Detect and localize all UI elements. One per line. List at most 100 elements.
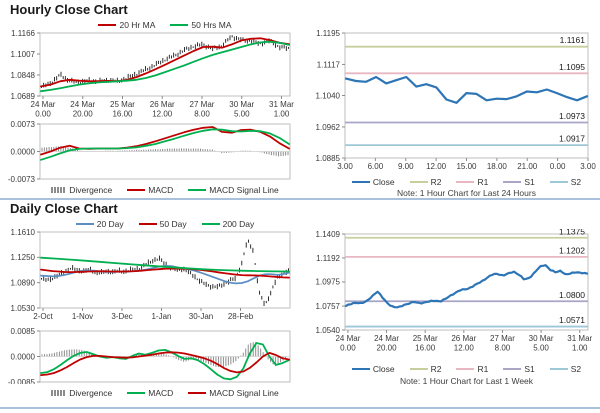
legend-item-50-hrs-ma: 50 Hrs MA	[170, 20, 232, 30]
svg-text:1.0962: 1.0962	[316, 123, 341, 132]
svg-text:3-Dec: 3-Dec	[111, 312, 132, 321]
svg-text:0.00: 0.00	[550, 162, 566, 171]
daily-section: Daily Close Chart 20 Day 50 Day 200 Day 1.…	[0, 199, 300, 408]
svg-text:0.0000: 0.0000	[11, 147, 36, 156]
svg-text:1.1192: 1.1192	[316, 254, 340, 263]
svg-text:1.0885: 1.0885	[316, 154, 341, 163]
svg-text:30 Mar: 30 Mar	[229, 100, 254, 109]
line-swatch-icon	[188, 188, 207, 192]
svg-text:1.1250: 1.1250	[11, 253, 36, 262]
svg-text:1.1166: 1.1166	[11, 30, 35, 38]
svg-text:8.00: 8.00	[495, 344, 511, 353]
svg-text:27 Mar: 27 Mar	[190, 100, 215, 109]
line-swatch-icon	[127, 188, 146, 192]
svg-text:5.00: 5.00	[234, 110, 250, 119]
svg-text:6.00: 6.00	[368, 162, 384, 171]
svg-text:-0.0085: -0.0085	[8, 378, 36, 384]
daily-price-chart: 1.1610 1.1250 1.0890 1.0530 2-Oct 1-Nov 3-Dec 1…	[0, 229, 300, 325]
legend-item-close: Close	[351, 364, 395, 374]
line-swatch-icon	[188, 391, 207, 395]
svg-text:20.00: 20.00	[73, 110, 94, 119]
legend-item-20-day: 20 Day	[75, 219, 124, 229]
divergence-bars-icon	[51, 187, 67, 193]
svg-text:0.0085: 0.0085	[11, 327, 36, 336]
svg-text:1.0757: 1.0757	[316, 302, 341, 311]
svg-text:1-Jan: 1-Jan	[151, 312, 171, 321]
svg-text:1.1202: 1.1202	[559, 245, 585, 255]
svg-text:-0.0073: -0.0073	[8, 175, 36, 182]
svg-text:15.00: 15.00	[456, 162, 477, 171]
svg-text:30-Jan: 30-Jan	[189, 312, 213, 321]
svg-text:1.0689: 1.0689	[11, 92, 36, 101]
svg-text:1.0917: 1.0917	[559, 134, 585, 144]
section-divider	[0, 198, 600, 200]
svg-text:1.0848: 1.0848	[11, 71, 36, 80]
svg-text:3.00: 3.00	[337, 162, 353, 171]
svg-text:1.0973: 1.0973	[559, 111, 585, 121]
daily-macd-legend: Divergence MACD MACD Signal Line	[40, 387, 290, 399]
hourly-macd-legend: Divergence MACD MACD Signal Line	[40, 184, 290, 196]
line-swatch-icon	[98, 23, 117, 27]
svg-text:1.1040: 1.1040	[316, 91, 341, 100]
svg-text:1.1161: 1.1161	[560, 35, 586, 45]
svg-text:9.00: 9.00	[398, 162, 414, 171]
svg-text:25 Mar: 25 Mar	[110, 100, 135, 109]
week-section: 1.1375 1.1202 1.0800 1.0571 1.1409 1.1192 1.09…	[300, 199, 600, 408]
legend-item-r1: R1	[456, 364, 488, 374]
hourly-chart-title: Hourly Close Chart	[10, 2, 128, 17]
legend-item-r2: R2	[409, 177, 441, 187]
svg-text:31 Mar: 31 Mar	[567, 334, 592, 343]
svg-text:1.1375: 1.1375	[559, 229, 585, 236]
svg-text:26 Mar: 26 Mar	[150, 100, 175, 109]
legend-item-macd-signal-line: MACD Signal Line	[188, 388, 279, 398]
svg-text:20.00: 20.00	[377, 344, 398, 353]
line-swatch-icon	[549, 180, 568, 184]
line-swatch-icon	[549, 367, 568, 371]
week-legend: Close R2 R1 S1 S2	[345, 363, 588, 375]
svg-text:31 Mar: 31 Mar	[269, 100, 294, 109]
line-swatch-icon	[170, 23, 189, 27]
svg-text:0.00: 0.00	[340, 344, 356, 353]
svg-text:1.0890: 1.0890	[11, 278, 36, 287]
hourly-macd-chart: 0.0073 0.0000 -0.0073	[0, 120, 300, 182]
svg-text:24 Mar: 24 Mar	[31, 100, 56, 109]
svg-text:12.00: 12.00	[426, 162, 447, 171]
svg-text:8.00: 8.00	[194, 110, 210, 119]
svg-text:28-Feb: 28-Feb	[228, 312, 254, 321]
svg-text:2-Oct: 2-Oct	[33, 312, 53, 321]
legend-item-r1: R1	[456, 177, 488, 187]
line-swatch-icon	[409, 180, 428, 184]
legend-item-s1: S1	[503, 177, 535, 187]
svg-text:24 Mar: 24 Mar	[70, 100, 95, 109]
line-swatch-icon	[456, 180, 475, 184]
svg-text:21.00: 21.00	[517, 162, 538, 171]
week-pivot-chart: 1.1375 1.1202 1.0800 1.0571 1.1409 1.1192 1.09…	[300, 229, 600, 364]
week-note: Note: 1 Hour Chart for Last 1 Week	[399, 376, 534, 386]
line-swatch-icon	[351, 367, 370, 371]
svg-text:1.0975: 1.0975	[316, 278, 341, 287]
line-swatch-icon	[503, 367, 522, 371]
svg-text:1.0540: 1.0540	[316, 326, 341, 335]
svg-text:26 Mar: 26 Mar	[451, 334, 476, 343]
legend-item-r2: R2	[409, 364, 441, 374]
svg-text:1.1409: 1.1409	[316, 230, 341, 239]
h24-section: 1.1161 1.1095 1.0973 1.0917 1.1195 1.1117 1.10…	[300, 0, 600, 199]
svg-text:3.00: 3.00	[580, 162, 596, 171]
daily-chart-title: Daily Close Chart	[10, 201, 118, 216]
svg-text:1.1117: 1.1117	[317, 60, 341, 69]
line-swatch-icon	[409, 367, 428, 371]
h24-pivot-chart: 1.1161 1.1095 1.0973 1.0917 1.1195 1.1117 1.10…	[300, 26, 600, 178]
svg-text:12.00: 12.00	[454, 344, 475, 353]
legend-item-50-day: 50 Day	[138, 219, 187, 229]
legend-item-macd: MACD	[127, 388, 173, 398]
line-swatch-icon	[75, 222, 94, 226]
svg-text:0.00: 0.00	[35, 110, 51, 119]
daily-price-legend: 20 Day 50 Day 200 Day	[40, 218, 290, 230]
legend-item-s1: S1	[503, 364, 535, 374]
svg-text:1.0530: 1.0530	[11, 304, 36, 313]
svg-text:16.00: 16.00	[415, 344, 436, 353]
hourly-price-legend: 20 Hr MA 50 Hrs MA	[40, 19, 290, 31]
svg-text:27 Mar: 27 Mar	[490, 334, 515, 343]
svg-text:1.1195: 1.1195	[316, 29, 340, 38]
svg-text:1.1095: 1.1095	[559, 62, 585, 72]
